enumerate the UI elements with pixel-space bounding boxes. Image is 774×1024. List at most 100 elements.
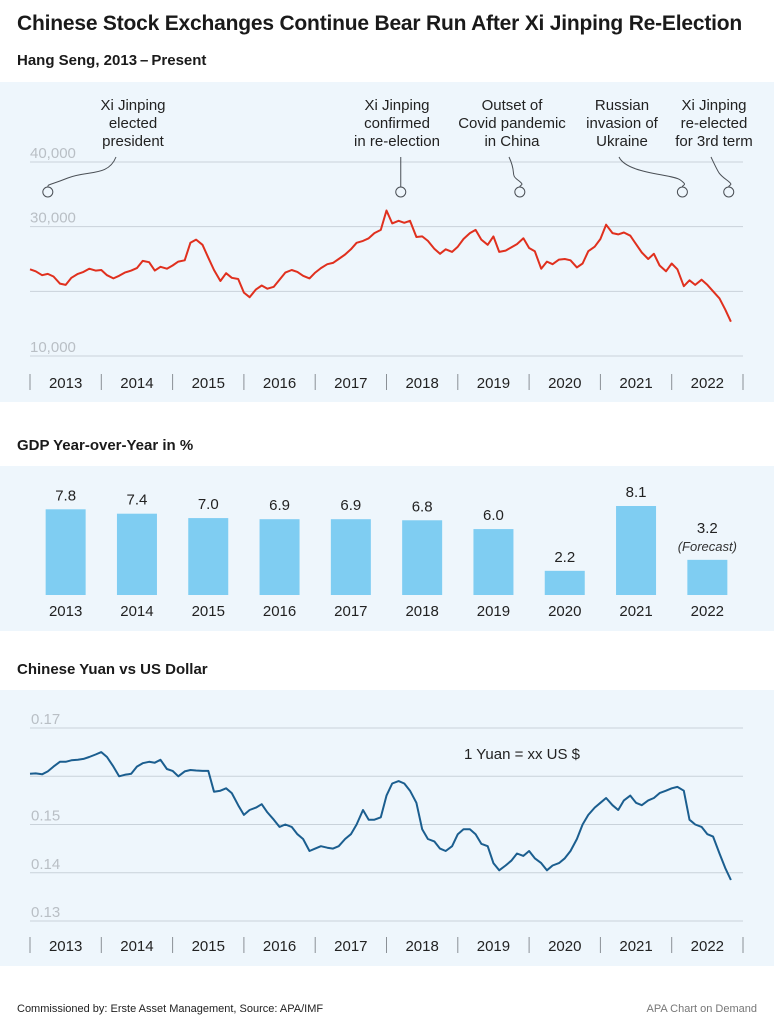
gdp-bar xyxy=(402,520,443,595)
x-tick-label: 2018 xyxy=(405,375,438,392)
gdp-year-label: 2014 xyxy=(120,603,153,620)
x-tick-label: 2013 xyxy=(49,375,82,392)
gdp-value-label: 6.8 xyxy=(412,498,433,515)
gdp-bar xyxy=(116,513,157,595)
x-tick-label: 2014 xyxy=(120,938,153,955)
gdp-bar xyxy=(544,570,585,595)
gdp-value-label: 8.1 xyxy=(626,484,647,501)
annotation-text: Xi Jinping xyxy=(681,97,746,114)
annotation-text: confirmed xyxy=(364,115,430,132)
main-title: Chinese Stock Exchanges Continue Bear Ru… xyxy=(17,12,743,35)
y-tick-label: 0.15 xyxy=(31,808,60,825)
annotation-connector xyxy=(508,156,523,188)
annotation-marker xyxy=(395,186,407,198)
annotation-text: re-elected xyxy=(681,115,748,132)
x-tick-label: 2020 xyxy=(548,938,581,955)
gdp-bar xyxy=(45,509,86,595)
gdp-year-label: 2015 xyxy=(192,603,225,620)
annotation-text: Russian xyxy=(595,97,649,114)
hang-seng-panel: 10,000 30,000 40,000 Xi Jinping elected presi… xyxy=(0,82,774,402)
annotation-text: in China xyxy=(484,133,540,150)
x-tick-label: 2017 xyxy=(334,938,367,955)
gdp-year-label: 2020 xyxy=(548,603,581,620)
y-tick-label: 0.13 xyxy=(31,904,60,921)
gdp-year-label: 2017 xyxy=(334,603,367,620)
annotation-marker xyxy=(723,186,735,198)
gdp-value-label: 3.2 xyxy=(697,520,718,537)
x-tick-label: 2019 xyxy=(477,938,510,955)
gdp-value-label: 6.0 xyxy=(483,507,504,524)
gdp-forecast-note: (Forecast) xyxy=(678,539,737,554)
gdp-year-label: 2019 xyxy=(477,603,510,620)
x-tick-label: 2016 xyxy=(263,938,296,955)
x-tick-label: 2021 xyxy=(619,938,652,955)
x-tick-label: 2016 xyxy=(263,375,296,392)
gdp-year-label: 2016 xyxy=(263,603,296,620)
gdp-bar xyxy=(188,518,229,595)
gdp-bar xyxy=(259,519,300,595)
gdp-title: GDP Year-over-Year in % xyxy=(17,437,194,454)
annotation-text: Outset of xyxy=(482,97,544,114)
gdp-bar xyxy=(687,559,728,595)
annotation-connector xyxy=(618,156,686,188)
gdp-year-label: 2018 xyxy=(405,603,438,620)
x-tick-label: 2020 xyxy=(548,375,581,392)
x-tick-label: 2017 xyxy=(334,375,367,392)
gdp-bar xyxy=(616,506,657,595)
annotation-text: Covid pandemic xyxy=(458,115,566,132)
annotation-text: president xyxy=(102,133,165,150)
annotation-marker xyxy=(676,186,688,198)
x-tick-label: 2014 xyxy=(120,375,153,392)
annotation-connector xyxy=(710,156,732,188)
gdp-year-label: 2021 xyxy=(619,603,652,620)
annotation-text: in re-election xyxy=(354,133,440,150)
yuan-panel: 0.13 0.14 0.15 0.17 1 Yuan = xx US $ 2013 2014… xyxy=(0,690,774,966)
annotation-text: Xi Jinping xyxy=(100,97,165,114)
yuan-subtitle: 1 Yuan = xx US $ xyxy=(464,746,581,763)
annotation-text: elected xyxy=(109,115,157,132)
gdp-year-label: 2013 xyxy=(49,603,82,620)
gdp-value-label: 7.4 xyxy=(127,492,148,509)
gdp-bar xyxy=(473,529,514,595)
x-tick-label: 2015 xyxy=(192,938,225,955)
annotation-marker xyxy=(42,186,54,198)
y-tick-label: 0.14 xyxy=(31,856,60,873)
y-tick-label: 40,000 xyxy=(30,145,76,162)
annotation-text: invasion of xyxy=(586,115,659,132)
x-tick-label: 2022 xyxy=(691,375,724,392)
annotation-marker xyxy=(514,186,526,198)
yuan-title: Chinese Yuan vs US Dollar xyxy=(17,661,208,678)
y-tick-label: 0.17 xyxy=(31,711,60,728)
x-tick-label: 2019 xyxy=(477,375,510,392)
gdp-chart: 7.8 2013 7.4 2014 7.0 2015 6.9 2016 6.9 2017 6.8 20… xyxy=(45,484,737,620)
x-tick-label: 2015 xyxy=(192,375,225,392)
credit-note: APA Chart on Demand xyxy=(646,1003,757,1015)
x-tick-label: 2022 xyxy=(691,938,724,955)
hang-seng-line xyxy=(29,209,732,323)
gdp-value-label: 6.9 xyxy=(269,497,290,514)
annotation-text: Xi Jinping xyxy=(364,97,429,114)
yuan-line xyxy=(29,751,732,881)
annotation-text: for 3rd term xyxy=(675,133,753,150)
gdp-panel: 7.8 2013 7.4 2014 7.0 2015 6.9 2016 6.9 2017 6.8 20… xyxy=(0,466,774,631)
hang-seng-title: Hang Seng, 2013 – Present xyxy=(17,52,207,69)
gdp-value-label: 6.9 xyxy=(340,497,361,514)
source-note: Commissioned by: Erste Asset Management,… xyxy=(17,1003,324,1015)
gdp-bar xyxy=(330,519,371,595)
y-tick-label: 10,000 xyxy=(30,339,76,356)
yuan-chart: 0.13 0.14 0.15 0.17 1 Yuan = xx US $ 2013 2014… xyxy=(29,711,744,955)
gdp-value-label: 7.0 xyxy=(198,496,219,513)
annotation-connector xyxy=(47,156,117,188)
y-tick-label: 30,000 xyxy=(30,210,76,227)
x-tick-label: 2013 xyxy=(49,938,82,955)
gdp-value-label: 7.8 xyxy=(55,487,76,504)
annotation-text: Ukraine xyxy=(596,133,648,150)
gdp-year-label: 2022 xyxy=(691,603,724,620)
x-tick-label: 2018 xyxy=(405,938,438,955)
